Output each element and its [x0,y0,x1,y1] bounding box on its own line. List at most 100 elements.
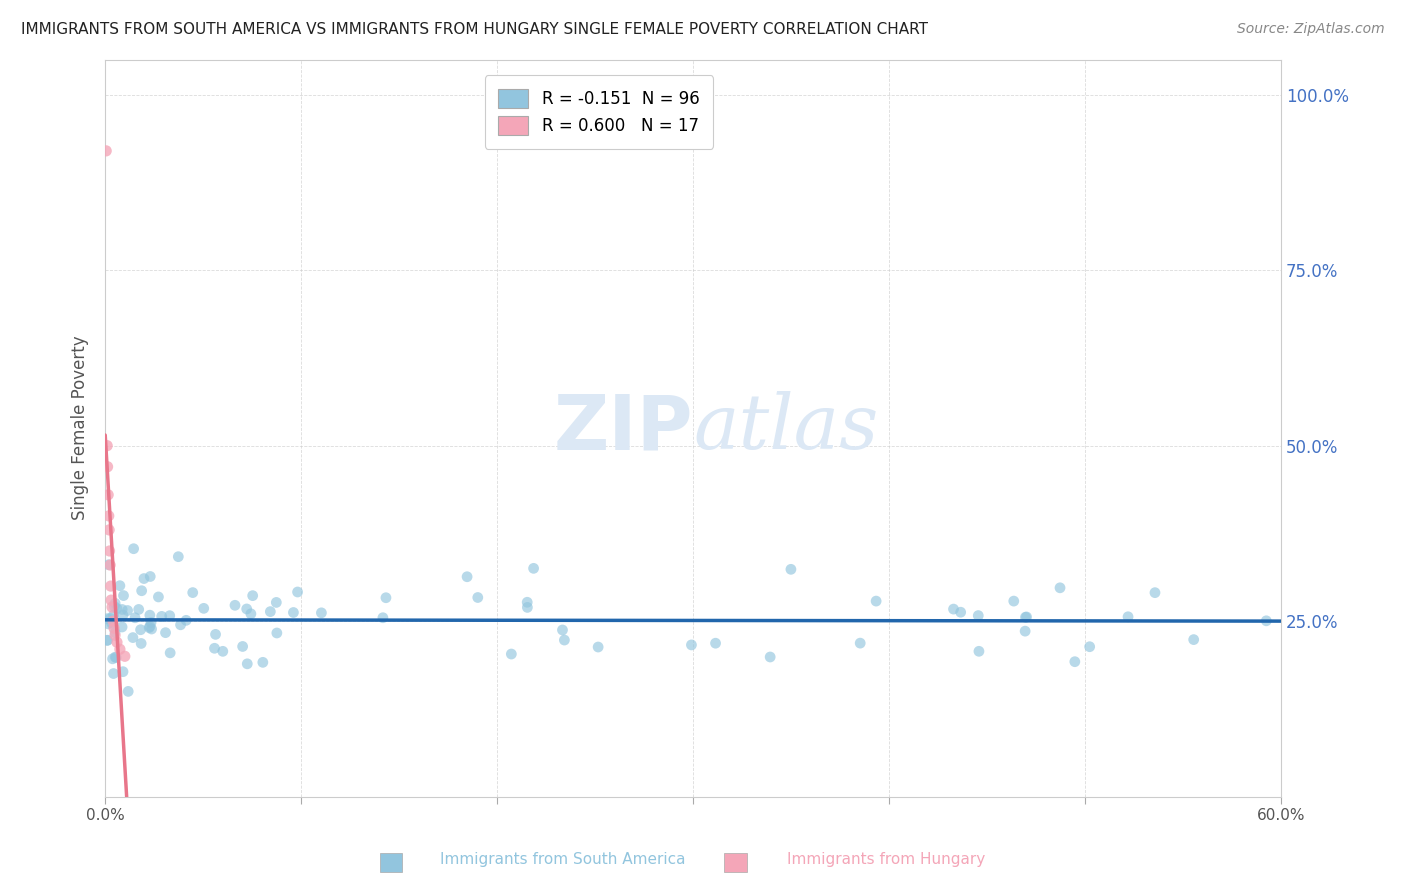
Point [97,508,120,523]
Point [97,488,120,502]
Point [101,652,124,666]
Point [148,590,170,604]
Point [467,591,489,605]
Point [141,622,163,636]
Point [98,558,121,572]
Point [97,616,120,631]
Point [139,608,162,623]
Point [1182,632,1205,647]
Point [1015,610,1038,624]
Point [259,605,281,619]
Point [101,614,124,628]
Point [1014,610,1036,624]
Point [103,599,125,614]
Point [236,657,259,671]
Point [266,626,288,640]
Point [108,579,131,593]
Point [101,600,124,615]
Point [167,549,190,564]
Point [122,541,145,556]
Text: ZIP: ZIP [554,391,693,465]
Point [138,621,160,635]
Point [150,609,173,624]
Point [371,611,394,625]
Point [232,640,254,654]
Point [103,608,125,623]
Legend: R = -0.151  N = 96, R = 0.600   N = 17: R = -0.151 N = 96, R = 0.600 N = 17 [485,75,713,149]
Point [266,595,288,609]
Point [104,628,127,642]
Point [1002,594,1025,608]
Point [117,603,139,617]
Point [252,656,274,670]
Point [174,613,197,627]
Point [516,595,538,609]
Point [1143,585,1166,599]
Point [224,599,246,613]
Point [967,644,990,658]
Point [103,621,125,635]
Point [117,684,139,698]
Point [139,569,162,583]
Point [501,647,523,661]
Point [111,665,134,679]
Point [112,589,135,603]
Point [780,562,803,576]
Point [100,579,122,593]
Point [132,572,155,586]
Point [1256,614,1278,628]
Point [375,591,398,605]
Point [311,606,333,620]
Point [129,636,152,650]
Point [242,589,264,603]
Point [105,601,128,615]
Point [759,650,782,665]
Point [193,601,215,615]
Point [204,627,226,641]
Point [516,600,538,615]
Point [1063,655,1085,669]
Point [111,602,134,616]
Point [681,638,703,652]
Point [129,623,152,637]
Point [942,602,965,616]
Bar [380,853,402,872]
Point [111,608,134,623]
Text: Immigrants from Hungary: Immigrants from Hungary [786,852,986,867]
Point [98,611,121,625]
Point [204,641,226,656]
Point [169,617,191,632]
Point [239,607,262,621]
Point [139,615,162,630]
Point [114,649,136,664]
Point [131,583,153,598]
Point [96,633,118,648]
Point [96,144,118,158]
Point [97,558,120,572]
Point [128,602,150,616]
Point [211,644,233,658]
Point [103,666,125,681]
Point [97,459,120,474]
Point [849,636,872,650]
Point [523,561,546,575]
Point [124,611,146,625]
Point [100,616,122,631]
Point [551,623,574,637]
Point [456,570,478,584]
Point [287,585,309,599]
Text: IMMIGRANTS FROM SOUTH AMERICA VS IMMIGRANTS FROM HUNGARY SINGLE FEMALE POVERTY C: IMMIGRANTS FROM SOUTH AMERICA VS IMMIGRA… [21,22,928,37]
Text: Immigrants from South America: Immigrants from South America [440,852,685,867]
Point [108,642,131,657]
Point [159,646,181,660]
Point [1049,581,1071,595]
Point [105,650,128,665]
Point [111,620,134,634]
Point [104,625,127,640]
Bar [724,853,747,872]
Point [98,523,121,537]
Text: atlas: atlas [693,391,879,465]
Point [98,544,121,558]
Y-axis label: Single Female Poverty: Single Female Poverty [72,335,89,520]
Point [1078,640,1101,654]
